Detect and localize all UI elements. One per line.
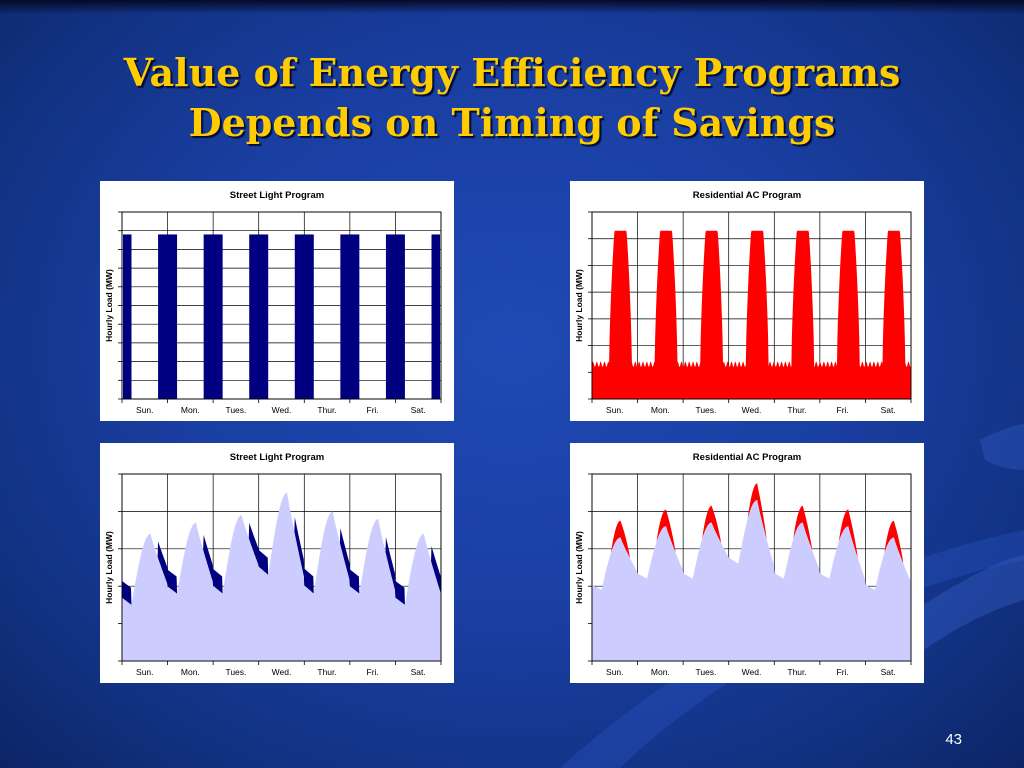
x-tick-label-mon: Mon.	[651, 405, 670, 415]
x-tick-label-sun: Sun.	[136, 405, 154, 415]
plot-border	[121, 473, 442, 662]
plot-border	[121, 211, 442, 400]
x-tick-label-mon: Mon.	[181, 405, 200, 415]
slide-title: Value of Energy Efficiency Programs Depe…	[0, 48, 1024, 148]
x-tick-label-mon: Mon.	[181, 667, 200, 677]
chart-panel-residential-ac-savings: Residential AC Program Hourly Load (MW) Su…	[570, 181, 924, 421]
bar-night-thur	[340, 234, 360, 399]
x-tick-label-wed: Wed.	[272, 667, 292, 677]
x-tick-label-sat: Sat.	[881, 667, 896, 677]
plot-border	[591, 473, 912, 662]
top-dark-band	[0, 0, 1024, 14]
x-tick-label-tues: Tues.	[695, 405, 716, 415]
x-tick-label-sun: Sun.	[606, 405, 624, 415]
bar-night-sat	[431, 234, 440, 399]
x-tick-label-wed: Wed.	[742, 405, 762, 415]
x-tick-label-sun: Sun.	[136, 667, 154, 677]
chart-residential-ac-system-load: Residential AC Program Hourly Load (MW) Su…	[574, 452, 912, 677]
x-tick-label-sun: Sun.	[606, 667, 624, 677]
y-axis-label: Hourly Load (MW)	[574, 269, 584, 342]
chart-street-light-system-load: Street Light Program Hourly Load (MW) Sun.…	[104, 452, 442, 677]
y-axis-label: Hourly Load (MW)	[104, 531, 114, 604]
x-tick-label-sat: Sat.	[411, 667, 426, 677]
x-tick-label-fri: Fri.	[367, 667, 379, 677]
bar-night-mon	[203, 234, 223, 399]
plot-border	[591, 211, 912, 400]
chart-panel-street-light-system-load: Street Light Program Hourly Load (MW) Sun.…	[100, 443, 454, 683]
chart-residential-ac-savings: Residential AC Program Hourly Load (MW) Su…	[574, 190, 912, 415]
bar-night-sun-early	[123, 234, 132, 399]
chart-title: Residential AC Program	[693, 452, 801, 463]
area-system-load	[592, 500, 911, 661]
y-axis-label: Hourly Load (MW)	[574, 531, 584, 604]
x-tick-label-tues: Tues.	[225, 405, 246, 415]
x-tick-label-fri: Fri.	[837, 405, 849, 415]
x-tick-label-fri: Fri.	[367, 405, 379, 415]
slide-title-line-1: Value of Energy Efficiency Programs	[123, 50, 901, 95]
chart-street-light-savings: Street Light Program Hourly Load (MW) Sun.…	[104, 190, 442, 415]
bar-night-fri	[385, 234, 405, 399]
area-ac-savings	[592, 230, 911, 399]
x-tick-label-wed: Wed.	[272, 405, 292, 415]
x-tick-label-sat: Sat.	[411, 405, 426, 415]
x-tick-label-sat: Sat.	[881, 405, 896, 415]
chart-panel-street-light-savings: Street Light Program Hourly Load (MW) Sun.…	[100, 181, 454, 421]
x-tick-label-thur: Thur.	[787, 405, 806, 415]
x-tick-label-thur: Thur.	[317, 405, 336, 415]
x-tick-label-thur: Thur.	[787, 667, 806, 677]
slide-number: 43	[945, 731, 962, 748]
chart-title: Street Light Program	[230, 190, 325, 201]
chart-panel-residential-ac-system-load: Residential AC Program Hourly Load (MW) Su…	[570, 443, 924, 683]
area-system-load	[122, 492, 441, 661]
chart-title: Residential AC Program	[693, 190, 801, 201]
bar-night-tues	[249, 234, 269, 399]
chart-title: Street Light Program	[230, 452, 325, 463]
slide-title-line-2: Depends on Timing of Savings	[188, 100, 836, 145]
y-axis-label: Hourly Load (MW)	[104, 269, 114, 342]
area-ac-peak-savings	[592, 483, 911, 590]
bar-night-sun	[158, 234, 178, 399]
x-tick-label-tues: Tues.	[695, 667, 716, 677]
x-tick-label-tues: Tues.	[225, 667, 246, 677]
x-tick-label-wed: Wed.	[742, 667, 762, 677]
bar-night-wed	[294, 234, 314, 399]
x-tick-label-fri: Fri.	[837, 667, 849, 677]
x-tick-label-thur: Thur.	[317, 667, 336, 677]
x-tick-label-mon: Mon.	[651, 667, 670, 677]
